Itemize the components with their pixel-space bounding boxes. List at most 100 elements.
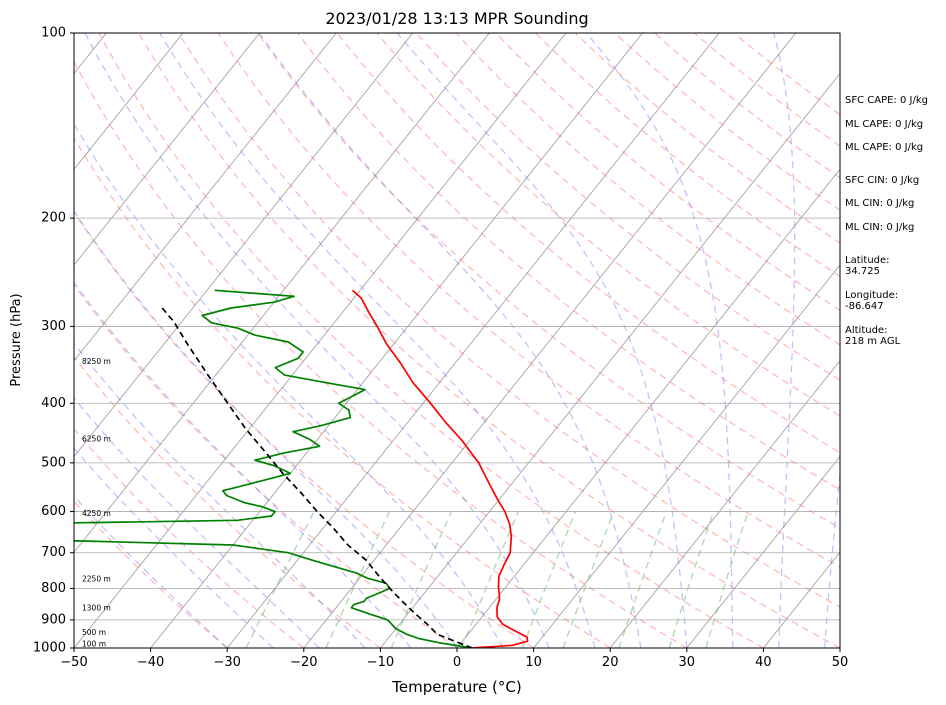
sfc-cape-label: SFC CAPE: 0 J/kg bbox=[845, 95, 928, 106]
moist-adiabat-line bbox=[74, 209, 458, 648]
y-axis-label: Pressure (hPa) bbox=[9, 293, 24, 386]
y-axis-ticks: 1000 900 800 700 600 500 400 300 200 100 bbox=[33, 26, 74, 656]
height-label: 500 m bbox=[82, 628, 106, 637]
reference-lines bbox=[74, 33, 840, 648]
longitude-label: Longitude: -86.647 bbox=[845, 290, 899, 312]
isotherm-line bbox=[686, 455, 840, 648]
pressure-grid bbox=[74, 32, 840, 649]
temperature-trace bbox=[351, 289, 529, 648]
x-tick-label: 10 bbox=[525, 655, 542, 670]
dry-adiabat-line bbox=[416, 33, 840, 381]
sounding-summary-panel: SFC CAPE: 0 J/kg ML CAPE: 0 J/kg ML CAPE… bbox=[845, 0, 945, 705]
dry-adiabat-line bbox=[376, 33, 840, 417]
dry-adiabat-line bbox=[296, 33, 840, 491]
ml-cape-label-2: ML CAPE: 0 J/kg bbox=[845, 142, 924, 153]
dry-adiabat-line bbox=[336, 33, 840, 454]
moist-adiabat-line bbox=[824, 468, 840, 648]
plot-frame bbox=[73, 32, 841, 649]
mixing-ratio-line bbox=[562, 511, 615, 648]
dry-adiabat-line bbox=[217, 33, 840, 568]
dry-adiabat-line bbox=[455, 33, 840, 346]
moist-adiabat-line bbox=[585, 33, 734, 648]
isotherm-line bbox=[380, 72, 840, 648]
mixing-ratio-line bbox=[245, 511, 315, 648]
latitude-label: Latitude: 34.725 bbox=[845, 255, 890, 277]
isotherm-line bbox=[74, 33, 414, 458]
parcel-trace bbox=[161, 307, 473, 648]
y-tick-label: 700 bbox=[41, 545, 66, 560]
moist-adiabat-line bbox=[396, 33, 688, 648]
dry-adiabat-line bbox=[74, 283, 458, 648]
isotherm-line bbox=[226, 33, 720, 648]
height-label: 1300 m bbox=[82, 603, 111, 612]
y-tick-label: 200 bbox=[41, 211, 66, 226]
x-tick-label: 50 bbox=[832, 655, 849, 670]
isotherm-line bbox=[150, 33, 643, 648]
isotherm-line bbox=[533, 264, 840, 648]
isotherm-line bbox=[74, 33, 260, 266]
isotherm-line bbox=[74, 33, 337, 362]
isotherm-line bbox=[74, 33, 490, 553]
y-tick-label: 800 bbox=[41, 581, 66, 596]
dry-adiabat-line bbox=[177, 33, 840, 608]
dry-adiabat-line bbox=[74, 427, 305, 648]
moist-adiabat-line bbox=[74, 396, 320, 648]
dry-adiabat-line bbox=[98, 33, 764, 648]
mixing-ratio-line bbox=[325, 511, 391, 648]
x-tick-label: 0 bbox=[453, 655, 461, 670]
altitude-label: Altitude: 218 m AGL bbox=[845, 325, 901, 347]
y-tick-label: 1000 bbox=[33, 641, 66, 656]
moist-adiabat-line bbox=[159, 33, 596, 648]
dry-adiabat-line bbox=[257, 33, 840, 529]
isotherm-line bbox=[303, 33, 797, 648]
chart-title: 2023/01/28 13:13 MPR Sounding bbox=[325, 9, 588, 28]
y-tick-label: 600 bbox=[41, 504, 66, 519]
x-tick-label: −20 bbox=[290, 655, 317, 670]
sfc-cin-label: SFC CIN: 0 J/kg bbox=[845, 175, 920, 186]
x-tick-label: −50 bbox=[60, 655, 87, 670]
x-tick-label: −40 bbox=[137, 655, 164, 670]
dry-adiabat-line bbox=[74, 136, 611, 648]
y-tick-label: 500 bbox=[41, 455, 66, 470]
height-label: 8250 m bbox=[82, 357, 111, 366]
height-label: 6250 m bbox=[82, 434, 111, 443]
dewpoint-trace bbox=[74, 289, 473, 648]
x-tick-label: 40 bbox=[755, 655, 772, 670]
ml-cape-label: ML CAPE: 0 J/kg bbox=[845, 119, 924, 130]
y-tick-label: 400 bbox=[41, 396, 66, 411]
dry-adiabat-line bbox=[74, 210, 534, 648]
moist-adiabat-line bbox=[74, 495, 228, 648]
moist-adiabat-line bbox=[74, 447, 274, 648]
y-tick-label: 300 bbox=[41, 319, 66, 334]
moist-adiabat-line bbox=[74, 342, 366, 648]
height-label: 4250 m bbox=[82, 509, 111, 518]
moist-adiabat-line bbox=[773, 33, 796, 648]
moist-adiabat-line bbox=[84, 33, 550, 648]
ml-cin-label: ML CIN: 0 J/kg bbox=[845, 198, 915, 209]
moist-adiabat-line bbox=[74, 281, 412, 648]
dry-adiabat-line bbox=[138, 33, 840, 648]
moist-adiabat-line bbox=[74, 122, 504, 648]
height-label: 100 m bbox=[82, 640, 106, 649]
isotherm-line bbox=[609, 360, 840, 648]
y-tick-label: 100 bbox=[41, 26, 66, 41]
dry-adiabat-line bbox=[74, 500, 228, 648]
isotherm-line bbox=[74, 33, 184, 170]
x-tick-label: −10 bbox=[367, 655, 394, 670]
x-tick-label: 30 bbox=[679, 655, 696, 670]
y-tick-label: 900 bbox=[41, 612, 66, 627]
mixing-ratio-line bbox=[668, 511, 715, 648]
isotherm-line bbox=[74, 33, 567, 648]
sounding-traces bbox=[74, 289, 529, 648]
ml-cin-label-2: ML CIN: 0 J/kg bbox=[845, 222, 915, 233]
x-tick-label: −30 bbox=[213, 655, 240, 670]
dry-adiabat-line bbox=[574, 33, 840, 244]
x-axis-label: Temperature (°C) bbox=[391, 678, 521, 696]
mixing-ratio-line bbox=[521, 511, 577, 648]
dry-adiabat-line bbox=[693, 33, 840, 147]
x-axis-ticks: −50 −40 −30 −20 −10 0 10 20 30 40 50 bbox=[60, 648, 848, 670]
height-label: 2250 m bbox=[82, 575, 111, 584]
isotherm-line bbox=[456, 168, 840, 648]
height-labels: 100 m 500 m 1300 m 2250 m 4250 m 6250 m 8250 m bbox=[82, 357, 111, 648]
